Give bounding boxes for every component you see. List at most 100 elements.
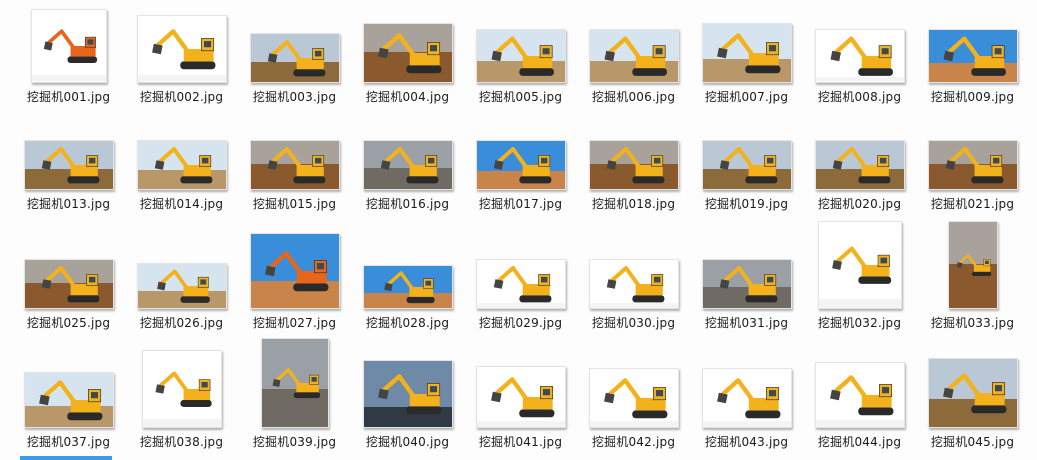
image-thumbnail[interactable] — [817, 221, 902, 309]
file-name-label: 挖掘机037.jpg — [26, 435, 111, 449]
file-name-label: 挖掘机026.jpg — [139, 316, 224, 330]
file-name-label: 挖掘机039.jpg — [252, 435, 337, 449]
file-name-label: 挖掘机018.jpg — [591, 197, 676, 211]
image-thumbnail[interactable] — [30, 9, 107, 83]
image-thumbnail[interactable] — [701, 23, 792, 83]
excavator-graphic — [831, 246, 891, 284]
excavator-graphic — [606, 147, 664, 184]
file-name-label: 挖掘机019.jpg — [704, 197, 789, 211]
excavator-graphic — [719, 147, 777, 184]
file-name-label: 挖掘机038.jpg — [139, 435, 224, 449]
image-thumbnail[interactable] — [927, 140, 1018, 190]
excavator-graphic — [154, 147, 212, 184]
excavator-graphic — [942, 373, 1006, 414]
file-name-label: 挖掘机009.jpg — [930, 90, 1015, 104]
image-thumbnail[interactable] — [588, 368, 679, 428]
excavator-graphic — [151, 29, 215, 70]
file-name-label: 挖掘机015.jpg — [252, 197, 337, 211]
excavator-graphic — [154, 371, 212, 407]
file-name-label: 挖掘机008.jpg — [817, 90, 902, 104]
image-thumbnail[interactable] — [701, 368, 792, 428]
excavator-graphic — [156, 269, 210, 303]
image-thumbnail[interactable] — [588, 140, 679, 190]
image-thumbnail[interactable] — [141, 350, 222, 428]
excavator-graphic — [377, 33, 441, 74]
excavator-graphic — [716, 33, 780, 74]
excavator-graphic — [490, 377, 554, 418]
file-name-label: 挖掘机021.jpg — [930, 197, 1015, 211]
image-thumbnail[interactable] — [814, 362, 905, 428]
image-thumbnail[interactable] — [23, 259, 114, 309]
image-thumbnail[interactable] — [136, 263, 227, 309]
file-name-label: 挖掘机025.jpg — [26, 316, 111, 330]
image-thumbnail[interactable] — [249, 233, 340, 309]
excavator-graphic — [943, 36, 1006, 76]
file-name-label: 挖掘机013.jpg — [26, 197, 111, 211]
excavator-graphic — [830, 36, 893, 76]
image-thumbnail[interactable] — [23, 140, 114, 190]
file-name-label: 挖掘机016.jpg — [365, 197, 450, 211]
image-thumbnail[interactable] — [475, 366, 566, 428]
image-thumbnail[interactable] — [362, 265, 453, 309]
image-thumbnail[interactable] — [588, 29, 679, 83]
image-thumbnail[interactable] — [249, 33, 340, 83]
file-name-label: 挖掘机003.jpg — [252, 90, 337, 104]
file-name-label: 挖掘机032.jpg — [817, 316, 902, 330]
excavator-graphic — [383, 271, 435, 304]
image-thumbnail[interactable] — [249, 140, 340, 190]
excavator-graphic — [945, 147, 1003, 184]
image-thumbnail[interactable] — [588, 259, 679, 309]
excavator-graphic — [267, 40, 325, 77]
file-name-label: 挖掘机014.jpg — [139, 197, 224, 211]
file-name-label: 挖掘机028.jpg — [365, 316, 450, 330]
excavator-graphic — [43, 29, 97, 64]
excavator-graphic — [264, 251, 328, 292]
image-thumbnail[interactable] — [947, 221, 998, 309]
file-name-label: 挖掘机017.jpg — [478, 197, 563, 211]
file-name-label: 挖掘机020.jpg — [817, 197, 902, 211]
image-thumbnail[interactable] — [927, 358, 1018, 428]
file-name-label: 挖掘机027.jpg — [252, 316, 337, 330]
image-thumbnail[interactable] — [927, 29, 1018, 83]
excavator-graphic — [491, 36, 554, 76]
excavator-graphic — [832, 147, 890, 184]
image-thumbnail[interactable] — [23, 372, 114, 428]
excavator-graphic — [267, 147, 325, 184]
image-thumbnail[interactable] — [362, 140, 453, 190]
image-thumbnail[interactable] — [701, 259, 792, 309]
scroll-indicator[interactable] — [20, 456, 112, 460]
file-name-label: 挖掘机042.jpg — [591, 435, 676, 449]
file-name-label: 挖掘机001.jpg — [26, 90, 111, 104]
image-thumbnail[interactable] — [475, 140, 566, 190]
file-name-label: 挖掘机040.jpg — [365, 435, 450, 449]
file-name-label: 挖掘机033.jpg — [930, 316, 1015, 330]
excavator-graphic — [41, 266, 99, 303]
image-thumbnail[interactable] — [136, 15, 227, 83]
file-name-label: 挖掘机006.jpg — [591, 90, 676, 104]
file-name-label: 挖掘机043.jpg — [704, 435, 789, 449]
file-name-label: 挖掘机030.jpg — [591, 316, 676, 330]
image-thumbnail[interactable] — [475, 29, 566, 83]
image-thumbnail[interactable] — [136, 140, 227, 190]
file-name-label: 挖掘机031.jpg — [704, 316, 789, 330]
image-thumbnail[interactable] — [362, 23, 453, 83]
file-name-label: 挖掘机044.jpg — [817, 435, 902, 449]
image-thumbnail[interactable] — [475, 259, 566, 309]
file-name-label: 挖掘机045.jpg — [930, 435, 1015, 449]
image-thumbnail[interactable] — [260, 338, 329, 428]
excavator-graphic — [606, 266, 664, 303]
excavator-graphic — [493, 147, 551, 184]
excavator-graphic — [719, 266, 777, 303]
excavator-graphic — [604, 36, 667, 76]
excavator-graphic — [603, 378, 667, 419]
excavator-graphic — [956, 254, 991, 277]
excavator-graphic — [380, 147, 438, 184]
excavator-graphic — [829, 375, 893, 416]
image-thumbnail[interactable] — [701, 140, 792, 190]
image-thumbnail[interactable] — [362, 360, 453, 428]
image-thumbnail[interactable] — [814, 140, 905, 190]
excavator-graphic — [272, 368, 320, 399]
image-thumbnail[interactable] — [814, 29, 905, 83]
excavator-graphic — [716, 378, 780, 419]
